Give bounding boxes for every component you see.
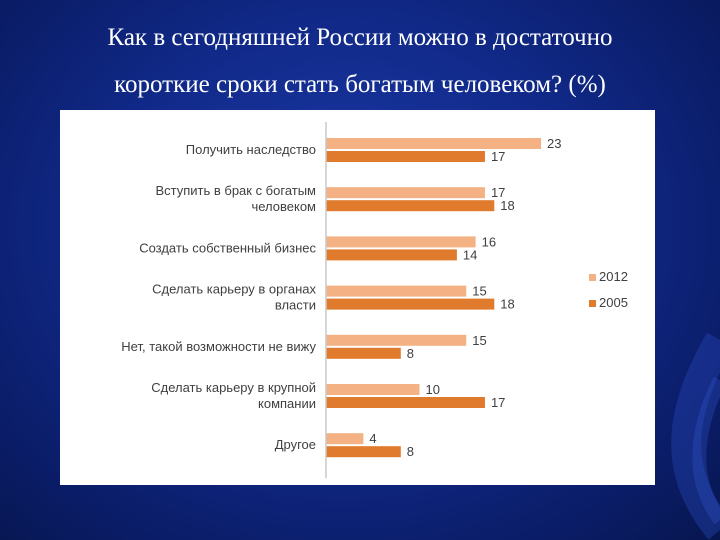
bar-chart-panel: 23 17 Получить наследство 17 18 Вступить в бр… [60, 110, 655, 485]
data-label-2005-5: 8 [407, 346, 414, 361]
data-label-2005-1: 17 [491, 149, 505, 164]
category-label-6-line-1: Сделать карьеру в крупной [151, 380, 316, 395]
bar-2012-6 [326, 384, 420, 395]
data-label-2012-2: 17 [491, 185, 505, 200]
data-label-2005-3: 14 [463, 247, 477, 262]
category-label-3: Создать собственный бизнес [139, 240, 316, 255]
bar-2012-1 [326, 138, 542, 149]
category-label-4-line-1: Сделать карьеру в органах [152, 282, 316, 297]
legend-swatch-2012 [589, 274, 596, 281]
slide-title-line-1: Как в сегодняшней России можно в достато… [107, 24, 613, 51]
category-label-2-line-1: Вступить в брак с богатым [155, 183, 316, 198]
data-label-2005-2: 18 [500, 198, 514, 213]
slide-title-line-2: короткие сроки стать богатым человеком? … [114, 71, 606, 98]
bar-2012-7 [326, 433, 364, 445]
data-label-2012-7: 4 [369, 431, 376, 446]
bar-2005-4 [326, 298, 495, 310]
data-label-2005-4: 18 [500, 297, 514, 312]
bar-2012-5 [326, 334, 467, 346]
bar-2012-3 [326, 236, 476, 248]
bar-2005-1 [326, 151, 485, 162]
category-label-4-line-2: власти [275, 298, 316, 313]
category-label-1: Получить наследство [186, 142, 316, 157]
data-label-2012-6: 10 [426, 382, 440, 397]
bar-2005-5 [326, 347, 401, 359]
category-label-7: Другое [275, 437, 316, 452]
slide-title: Как в сегодняшней России можно в достато… [0, 14, 720, 108]
data-label-2005-7: 8 [407, 444, 414, 459]
data-label-2012-4: 15 [472, 284, 486, 299]
bar-2005-3 [326, 249, 457, 261]
bar-2012-4 [326, 285, 467, 297]
legend-label-2012: 2012 [599, 269, 628, 284]
legend-swatch-2005 [589, 300, 596, 307]
category-label-6-line-2: компании [258, 396, 316, 411]
legend-label-2005: 2005 [599, 295, 628, 310]
bar-2012-2 [326, 187, 485, 199]
data-label-2012-3: 16 [482, 234, 496, 249]
bar-2005-6 [326, 397, 485, 408]
bar-2005-7 [326, 446, 401, 458]
bar-2005-2 [326, 200, 495, 212]
category-label-5: Нет, такой возможности не вижу [121, 339, 316, 354]
data-label-2012-1: 23 [547, 136, 561, 151]
background-swoosh-decoration [671, 332, 720, 540]
data-label-2012-5: 15 [472, 333, 486, 348]
data-label-2005-6: 17 [491, 395, 505, 410]
category-label-2-line-2: человеком [251, 199, 316, 214]
